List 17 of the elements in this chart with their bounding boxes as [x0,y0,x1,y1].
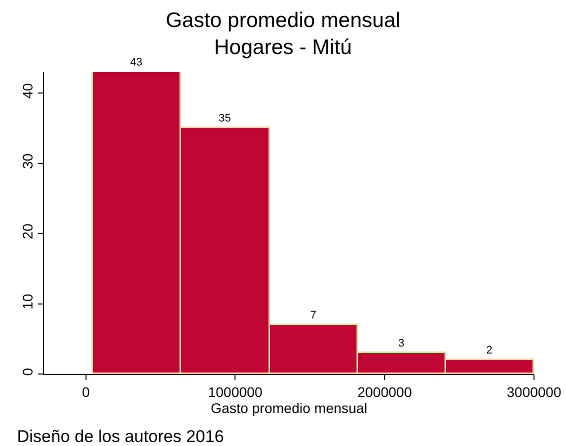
y-tick-label: 0 [19,368,36,376]
y-tick-label: 10 [19,294,36,310]
data-label: 3 [398,337,404,350]
y-tick-label: 20 [19,223,36,240]
chart-title: Gasto promedio mensual Hogares - Mitú [166,8,400,60]
x-tick-label: 2000000 [357,384,412,400]
x-tick-label: 1000000 [208,384,263,400]
text: Diseño de los autores 2016 [17,427,224,446]
x-tick-label: 3000000 [506,384,562,400]
y-tick-label: 40 [19,82,36,99]
x-axis-title: Gasto promedio mensual [210,400,368,416]
y-tick-label: 30 [19,153,36,169]
data-label: 43 [130,56,142,68]
data-label: 35 [218,112,231,124]
data-label: 7 [310,309,316,322]
data-label: 2 [486,344,492,356]
x-tick-label: 0 [82,384,90,400]
